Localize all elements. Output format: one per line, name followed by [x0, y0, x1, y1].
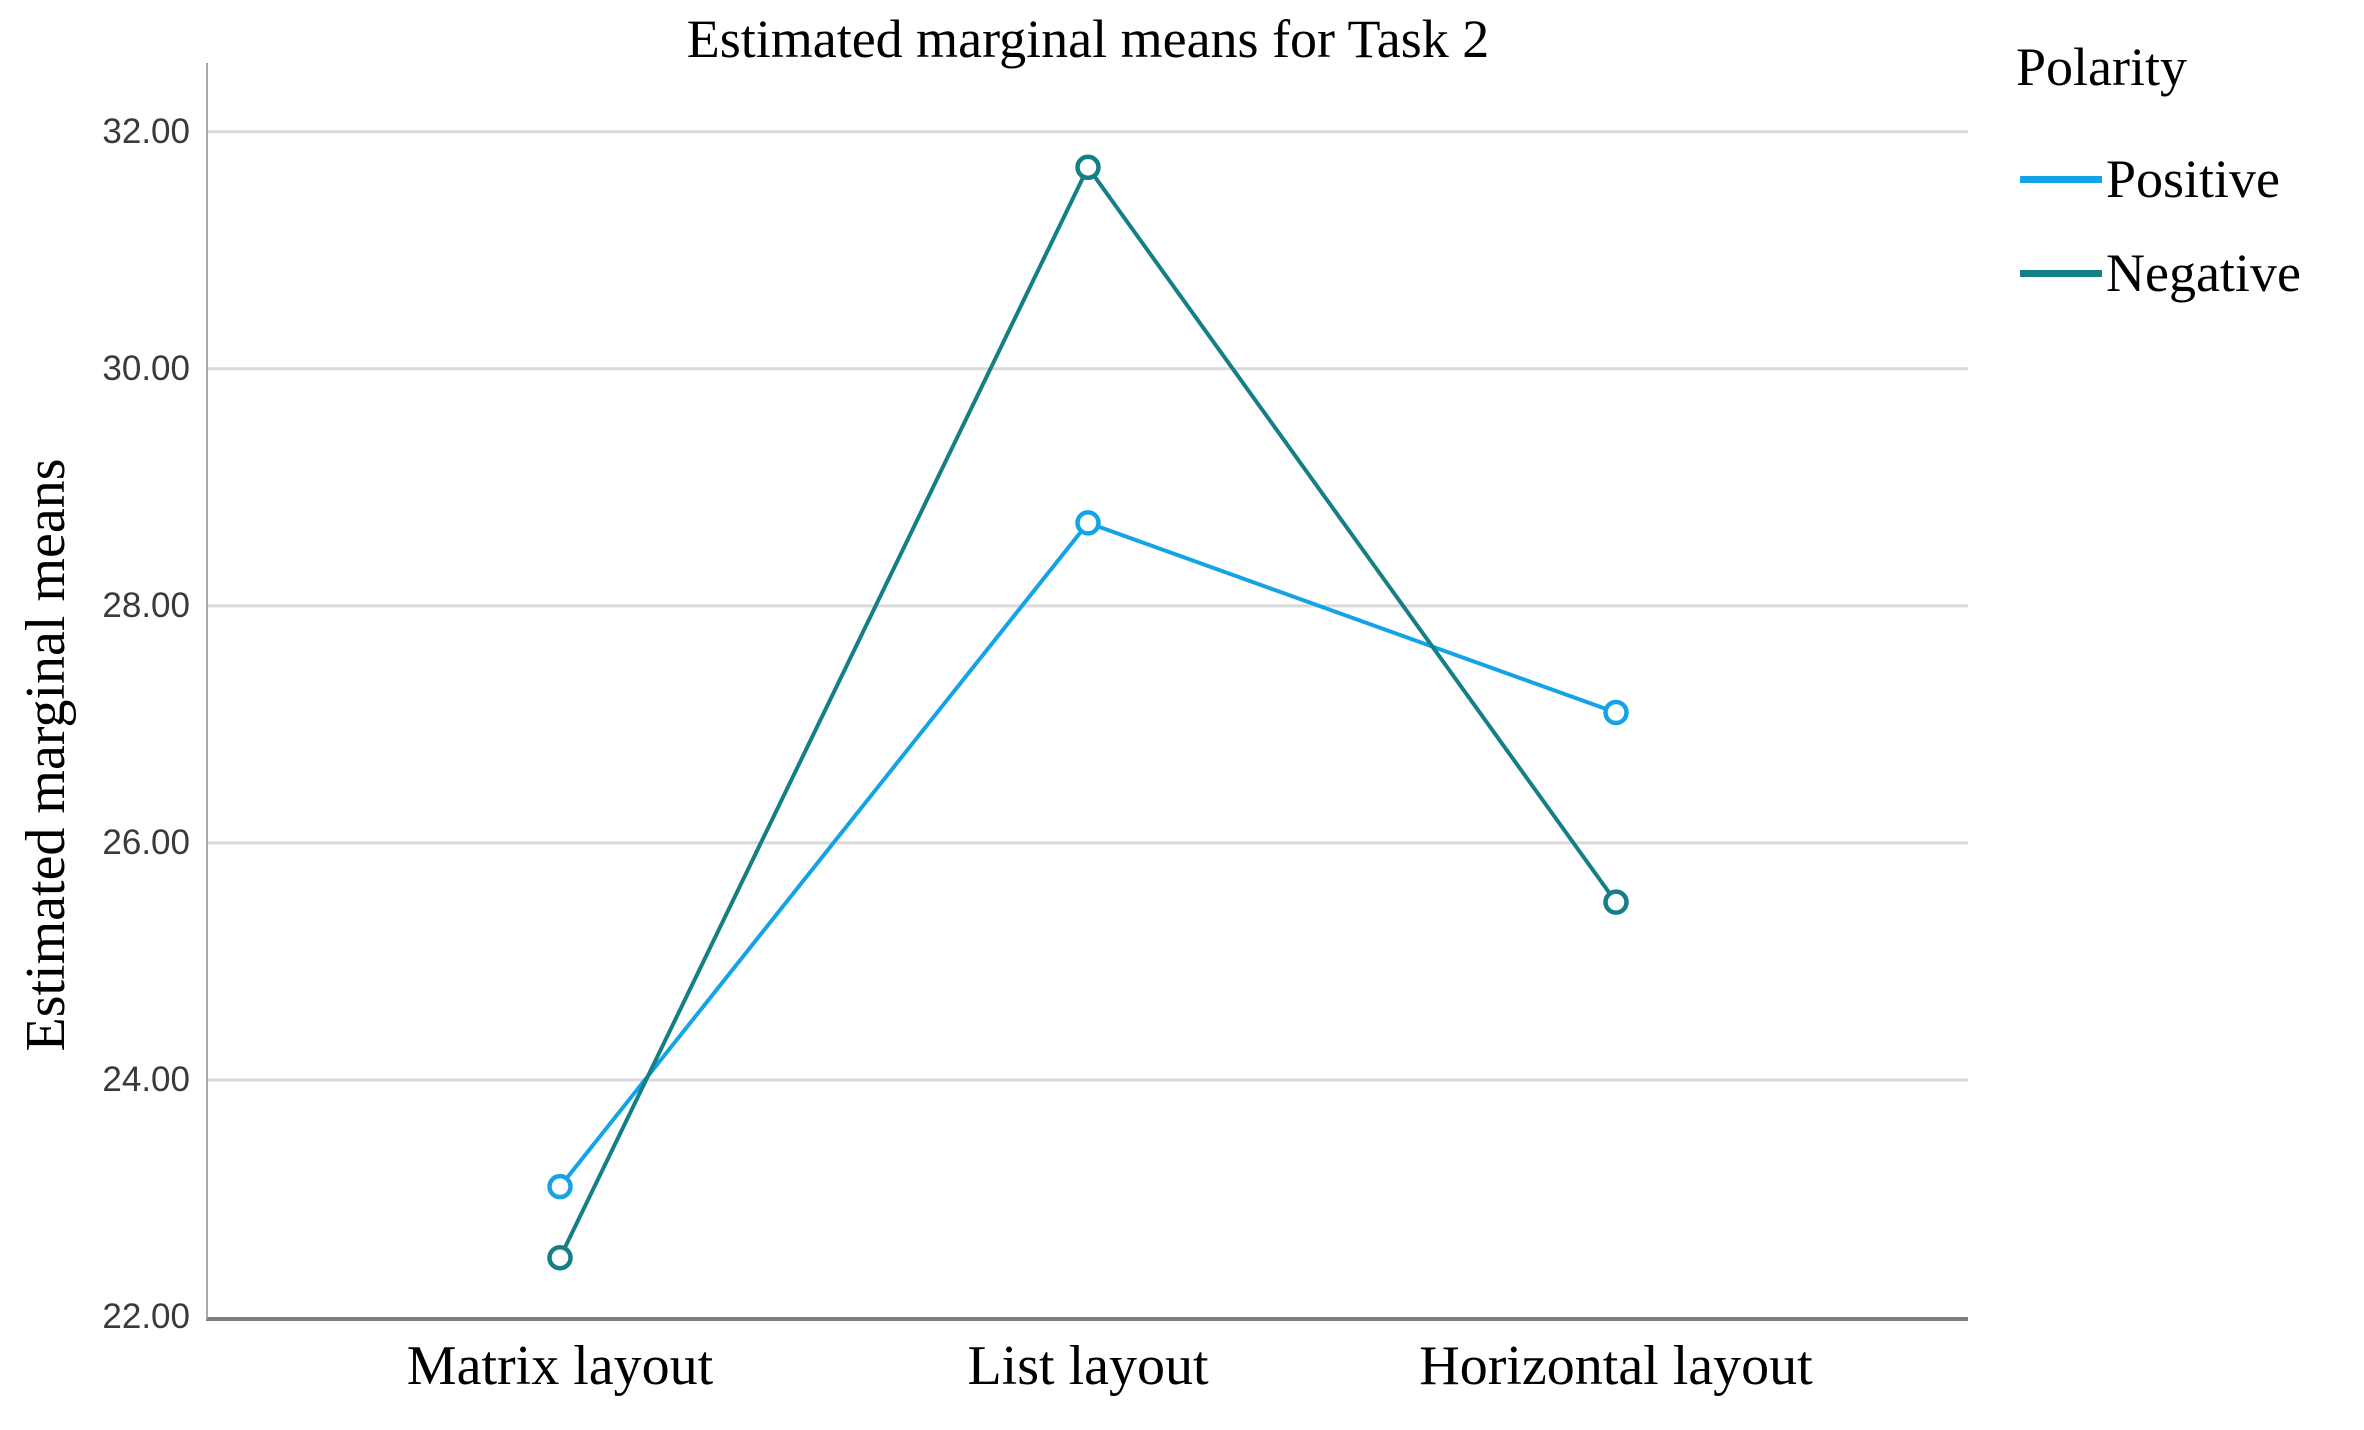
data-marker-positive [547, 1173, 573, 1200]
data-marker-negative [1075, 154, 1101, 181]
series-line-positive [558, 520, 1617, 1188]
x-category-label: Matrix layout [406, 1335, 714, 1397]
legend-entry-positive: Positive [2020, 148, 2280, 210]
x-category-label: List layout [967, 1335, 1209, 1397]
data-marker-positive [1603, 699, 1629, 726]
y-tick-label: 24.00 [102, 1059, 190, 1099]
data-marker-negative [1603, 889, 1629, 915]
y-tick-label: 30.00 [102, 348, 190, 388]
data-marker-negative [547, 1244, 573, 1271]
legend-entry-label: Negative [2106, 243, 2301, 303]
y-tick-label: 22.00 [102, 1297, 190, 1336]
chart-title: Estimated marginal means for Task 2 [686, 9, 1490, 69]
data-marker-positive [1075, 510, 1101, 536]
series-line-negative [558, 163, 1618, 1259]
chart-svg [208, 130, 1968, 1271]
legend-title: Polarity [2016, 37, 2187, 97]
plot-area [206, 63, 1968, 1321]
legend-entry-negative: Negative [2020, 242, 2301, 304]
y-axis-title: Estimated marginal means [15, 458, 77, 1052]
legend-entry-label: Positive [2106, 149, 2281, 209]
legend-line-swatch [2020, 269, 2102, 277]
y-tick-label: 26.00 [102, 822, 190, 862]
y-tick-label: 32.00 [102, 111, 190, 151]
x-category-label: Horizontal layout [1419, 1335, 1813, 1397]
legend-line-swatch [2020, 175, 2102, 183]
y-tick-label: 28.00 [102, 585, 190, 625]
